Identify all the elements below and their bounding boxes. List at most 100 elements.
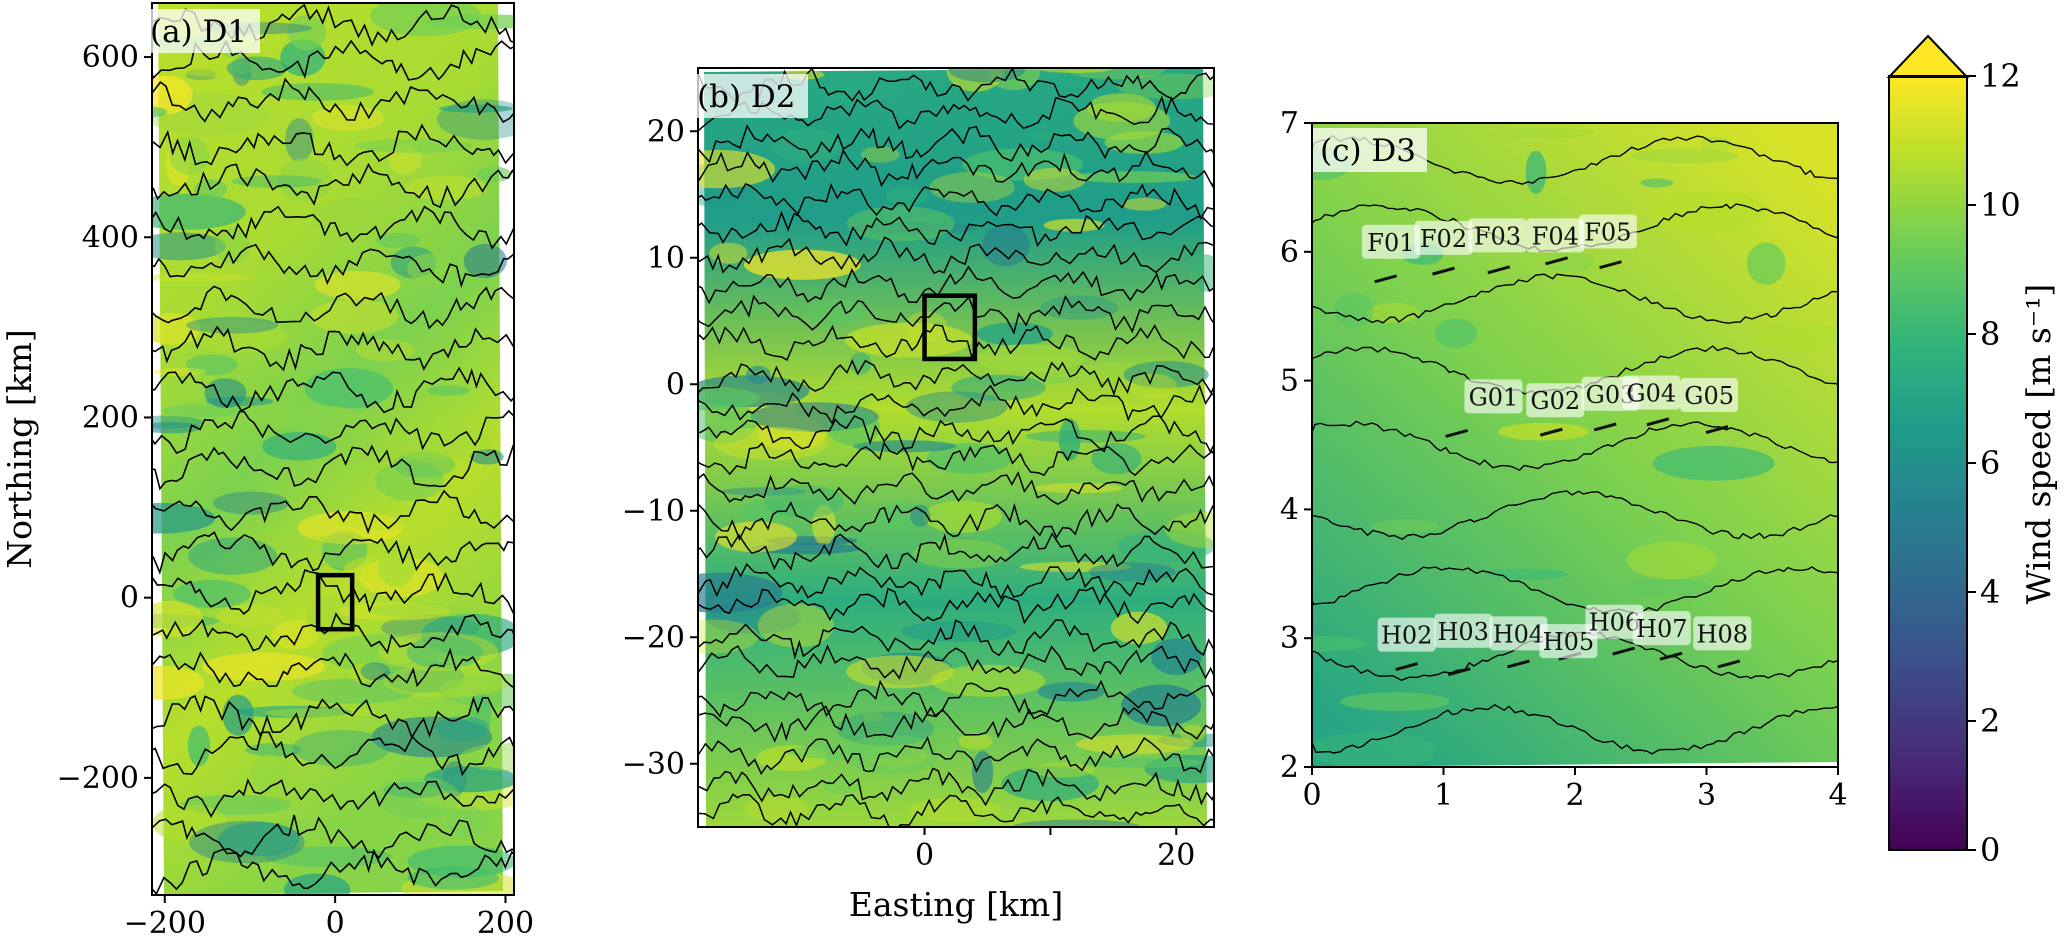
terrain-contour <box>698 441 1214 477</box>
site-label: H04 <box>1493 620 1544 648</box>
panel-a-label: (a) D1 <box>150 14 247 50</box>
wind-patch <box>1486 568 1568 580</box>
x-tick-label: 0 <box>326 906 345 940</box>
wind-patch <box>1498 422 1589 441</box>
wind-patch <box>764 484 845 519</box>
wind-patch <box>905 600 951 610</box>
site-label-bg <box>1489 616 1548 651</box>
y-tick-label: 600 <box>82 40 139 75</box>
x-tick-label: 200 <box>477 906 534 940</box>
panel-c-label: (c) D3 <box>1320 133 1416 169</box>
site-label-bg <box>1526 218 1585 253</box>
terrain-contour <box>1312 273 1838 324</box>
wind-patch <box>853 440 957 453</box>
wind-patch <box>1075 734 1194 754</box>
site-label-bg <box>1434 613 1493 648</box>
site-label-bg <box>1414 220 1473 255</box>
panel-a-label-bg <box>146 9 260 53</box>
wind-patch <box>407 866 499 890</box>
wind-patch <box>375 461 444 501</box>
terrain-contour <box>152 366 514 414</box>
y-tick-label: 10 <box>647 241 685 276</box>
site-leg <box>1612 646 1636 656</box>
colorbar-tick-label: 2 <box>1980 702 2000 740</box>
wind-patch <box>862 712 885 722</box>
wind-patch <box>1624 578 1713 597</box>
wind-patch <box>235 705 352 718</box>
wind-patch <box>285 118 314 162</box>
colorbar-tick-label: 10 <box>1980 186 2021 224</box>
panel-a-axes: −200 0 200 −200 0 200 400 600 <box>57 40 535 940</box>
wind-patch <box>426 385 470 396</box>
panel-a-frame <box>151 2 515 896</box>
terrain-contour <box>698 471 1214 506</box>
x-tick-label: −200 <box>124 906 206 940</box>
site-label: H02 <box>1381 622 1432 650</box>
wind-patch <box>382 665 510 698</box>
site-label-bg <box>1464 379 1523 414</box>
site-label-bg <box>1622 375 1681 410</box>
wind-patch <box>1036 68 1114 73</box>
site-label-bg <box>1680 378 1739 413</box>
panel-a: −200 0 200 −200 0 200 400 600 (a) D1 Northing [… <box>0 2 535 940</box>
wind-patch <box>1043 218 1105 232</box>
wind-patch <box>823 81 899 102</box>
site-label: G04 <box>1626 379 1676 407</box>
site-label-bg <box>1526 383 1585 418</box>
y-tick-label: 4 <box>1280 492 1299 527</box>
terrain-contour <box>152 531 514 575</box>
site-label: H07 <box>1636 615 1687 643</box>
colorbar-gradient <box>1889 76 1967 850</box>
wind-patch <box>1340 692 1450 711</box>
site-leg <box>1593 422 1617 432</box>
terrain-contour <box>152 694 514 740</box>
terrain-contour <box>152 444 514 491</box>
terrain-contour <box>698 767 1214 807</box>
wind-patch <box>463 243 507 279</box>
terrain-contour <box>698 532 1214 571</box>
wind-patch <box>366 603 482 618</box>
site-leg <box>1487 265 1511 275</box>
panel-b-frame <box>697 67 1215 828</box>
wind-patch <box>1129 373 1178 400</box>
wind-patch <box>152 804 228 842</box>
panel-c-axes: 0 1 2 3 4 2 3 4 5 6 7 <box>1280 106 1848 813</box>
wind-patch <box>262 432 337 461</box>
wind-patch <box>976 322 1053 346</box>
site-leg <box>1705 425 1729 434</box>
site-leg <box>1507 659 1530 669</box>
wind-patch <box>186 316 279 334</box>
site-label: G01 <box>1469 383 1519 411</box>
wind-patch <box>188 537 278 575</box>
wind-patch <box>743 795 810 822</box>
wind-patch <box>1088 562 1176 582</box>
wind-patch <box>1525 150 1547 194</box>
site-label: H03 <box>1437 618 1488 646</box>
wind-patch <box>1073 101 1171 141</box>
wind-patch <box>1371 519 1439 534</box>
terrain-contour <box>152 647 514 689</box>
terrain-contour <box>698 736 1214 776</box>
terrain-contour <box>1312 703 1838 755</box>
terrain-contour <box>1312 420 1838 472</box>
terrain-contour <box>698 358 1214 397</box>
site-label-bg <box>1585 604 1644 639</box>
wind-patch <box>827 409 880 446</box>
wind-patch <box>287 14 327 51</box>
wind-patch <box>972 750 994 794</box>
colorbar-label: Wind speed [m s⁻¹] <box>2019 284 2058 605</box>
site-leg <box>1395 662 1419 671</box>
x-tick-label: 3 <box>1697 778 1716 813</box>
terrain-contour <box>698 148 1214 188</box>
wind-patch <box>1194 254 1214 292</box>
terrain-contour <box>698 501 1214 542</box>
wind-patch <box>721 487 807 496</box>
wind-patch <box>201 652 325 682</box>
wind-patch <box>423 766 514 793</box>
terrain-contour <box>698 384 1214 426</box>
x-tick-label: 4 <box>1828 778 1847 813</box>
wind-patch <box>375 232 421 249</box>
